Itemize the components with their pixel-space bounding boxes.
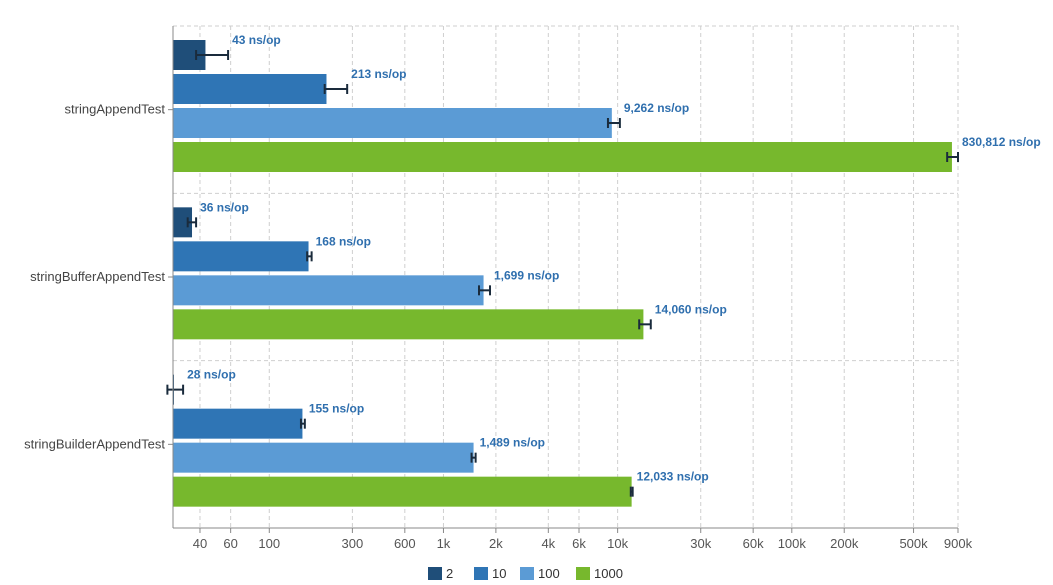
data-label: 36 ns/op: [200, 200, 249, 214]
data-label: 9,262 ns/op: [624, 101, 689, 115]
data-label: 43 ns/op: [232, 33, 281, 47]
x-tick-label: 60: [223, 536, 237, 551]
data-label: 830,812 ns/op: [962, 135, 1041, 149]
data-label: 168 ns/op: [316, 234, 371, 248]
legend-label: 10: [492, 566, 506, 581]
x-tick-label: 100: [258, 536, 280, 551]
axes: 40 60 100 300 600 1k 2k 4k 6k 10k 30k 60k 100k 200k 50…: [24, 26, 973, 551]
legend-item[interactable]: 2: [428, 566, 453, 581]
legend-swatch: [576, 567, 590, 580]
x-tick-label: 10k: [607, 536, 628, 551]
x-tick-label: 4k: [541, 536, 555, 551]
data-label: 28 ns/op: [187, 368, 236, 382]
x-tick-label: 100k: [778, 536, 807, 551]
x-tick-label: 30k: [690, 536, 711, 551]
x-tick-label: 900k: [944, 536, 973, 551]
bar[interactable]: [173, 207, 193, 238]
x-tick-label: 200k: [830, 536, 859, 551]
x-tick-label: 500k: [899, 536, 928, 551]
legend-swatch: [520, 567, 534, 580]
legend-label: 100: [538, 566, 560, 581]
data-label: 12,033 ns/op: [637, 470, 709, 484]
bar[interactable]: [173, 408, 303, 439]
legend-swatch: [474, 567, 488, 580]
bar[interactable]: [173, 309, 644, 340]
legend-label: 2: [446, 566, 453, 581]
data-label: 213 ns/op: [351, 67, 406, 81]
legend: 2 10 100 1000: [428, 566, 623, 581]
x-tick-label: 2k: [489, 536, 503, 551]
data-label: 155 ns/op: [309, 402, 364, 416]
x-tick-label: 600: [394, 536, 416, 551]
bar[interactable]: [173, 241, 309, 272]
legend-item[interactable]: 100: [520, 566, 560, 581]
bar[interactable]: [173, 442, 474, 473]
legend-item[interactable]: 1000: [576, 566, 623, 581]
bar[interactable]: [173, 108, 612, 138]
category-label: stringBuilderAppendTest: [24, 436, 165, 451]
legend-swatch: [428, 567, 442, 580]
bar[interactable]: [173, 476, 632, 507]
x-tick-label: 60k: [743, 536, 764, 551]
bar[interactable]: [173, 74, 327, 104]
bar[interactable]: [173, 142, 952, 172]
x-tick-label: 40: [193, 536, 207, 551]
bar[interactable]: [173, 275, 484, 306]
x-tick-label: 300: [342, 536, 364, 551]
category-label: stringAppendTest: [65, 102, 166, 117]
data-label: 14,060 ns/op: [655, 302, 727, 316]
data-label: 1,489 ns/op: [480, 436, 545, 450]
bars: 43 ns/op 213 ns/op 9,262 ns/op 830,812 ns/o…: [166, 33, 1041, 507]
x-tick-label: 6k: [572, 536, 586, 551]
x-tick-label: 1k: [437, 536, 451, 551]
data-label: 1,699 ns/op: [494, 268, 559, 282]
legend-label: 1000: [594, 566, 623, 581]
category-label: stringBufferAppendTest: [30, 269, 165, 284]
legend-item[interactable]: 10: [474, 566, 506, 581]
